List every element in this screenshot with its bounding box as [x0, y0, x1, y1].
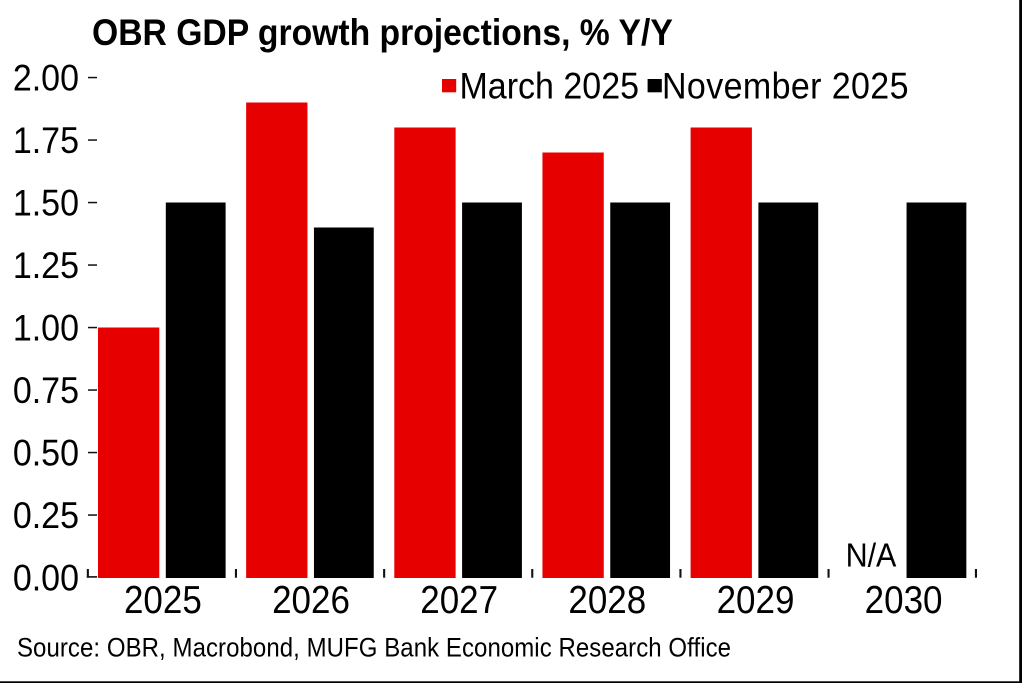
svg-text:0.00: 0.00: [13, 557, 79, 599]
svg-text:2028: 2028: [568, 579, 646, 622]
svg-text:0.50: 0.50: [13, 432, 79, 474]
svg-text:2.00: 2.00: [13, 57, 79, 99]
svg-text:2029: 2029: [717, 579, 795, 622]
svg-text:2027: 2027: [420, 579, 498, 622]
svg-text:0.75: 0.75: [13, 369, 79, 411]
svg-text:1.25: 1.25: [13, 244, 79, 286]
svg-text:November 2025: November 2025: [662, 65, 909, 107]
svg-text:Source: OBR, Macrobond, MUFG B: Source: OBR, Macrobond, MUFG Bank Econom…: [17, 633, 731, 662]
svg-text:OBR GDP growth projections, %: OBR GDP growth projections, % Y/Y: [92, 11, 673, 53]
svg-text:1.00: 1.00: [13, 307, 79, 349]
svg-text:0.25: 0.25: [13, 494, 79, 536]
svg-text:2025: 2025: [124, 579, 202, 622]
svg-text:1.50: 1.50: [13, 182, 79, 224]
svg-text:2026: 2026: [272, 579, 350, 622]
svg-text:2030: 2030: [865, 579, 943, 622]
svg-text:N/A: N/A: [846, 536, 897, 574]
svg-text:March 2025: March 2025: [460, 65, 640, 107]
svg-text:1.75: 1.75: [13, 119, 79, 161]
